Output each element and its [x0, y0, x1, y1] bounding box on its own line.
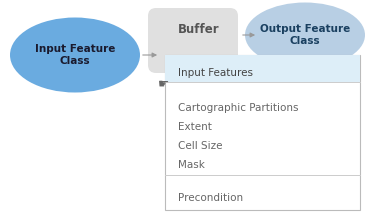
Text: Precondition: Precondition [178, 193, 243, 203]
FancyBboxPatch shape [165, 55, 360, 82]
Text: Cell Size: Cell Size [178, 141, 222, 151]
FancyBboxPatch shape [148, 8, 238, 73]
Ellipse shape [245, 3, 365, 68]
Text: Cartographic Partitions: Cartographic Partitions [178, 103, 299, 113]
Text: ☛: ☛ [158, 78, 169, 91]
Text: Input Feature
Class: Input Feature Class [35, 44, 115, 66]
Text: Buffer: Buffer [178, 23, 220, 36]
Ellipse shape [10, 17, 140, 92]
Text: Input Features: Input Features [178, 68, 253, 78]
FancyBboxPatch shape [165, 55, 360, 210]
Text: Mask: Mask [178, 160, 205, 170]
Text: Extent: Extent [178, 122, 212, 132]
Text: Output Feature
Class: Output Feature Class [260, 24, 350, 46]
